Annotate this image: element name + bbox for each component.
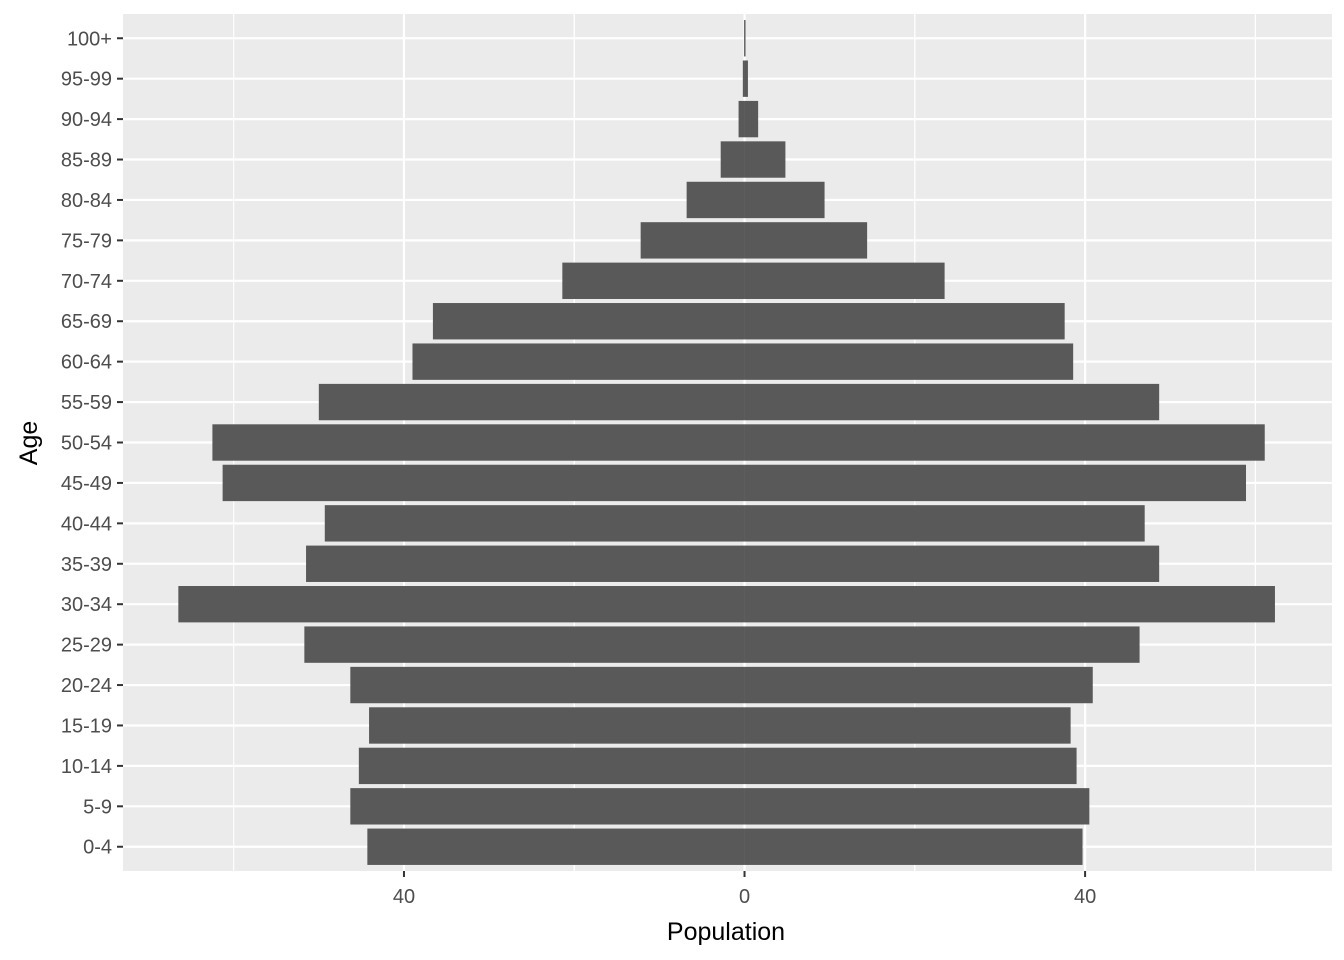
- bar-left-80-84: [686, 181, 745, 219]
- y-axis-title: Age: [15, 421, 43, 465]
- y-tick-label: 70-74: [61, 271, 112, 293]
- bar-right-95-99: [744, 60, 748, 97]
- bar-right-50-54: [744, 424, 1265, 461]
- y-tick-label: 0-4: [83, 837, 112, 859]
- y-tick-label: 90-94: [61, 109, 112, 131]
- bar-left-30-34: [178, 586, 745, 623]
- bar-left-50-54: [212, 424, 745, 461]
- bar-right-70-74: [744, 262, 945, 299]
- bar-right-10-14: [744, 747, 1077, 785]
- y-tick-label: 10-14: [61, 756, 112, 778]
- y-tick-label: 50-54: [61, 433, 112, 455]
- bar-right-45-49: [744, 464, 1247, 502]
- x-axis-title: Population: [667, 918, 785, 946]
- bar-right-20-24: [744, 666, 1093, 704]
- bar-right-65-69: [744, 303, 1065, 340]
- x-tick-label: 40: [1074, 886, 1096, 908]
- bar-left-95-99: [742, 60, 745, 97]
- x-tick-label: 0: [739, 886, 750, 908]
- bar-right-0-4: [744, 828, 1083, 865]
- y-tick-label: 100+: [67, 28, 112, 50]
- bar-left-70-74: [562, 262, 745, 299]
- bar-left-85-89: [720, 141, 745, 178]
- bar-right-100+: [744, 20, 746, 57]
- bar-left-35-39: [306, 545, 745, 582]
- x-tick-label: 40: [393, 886, 415, 908]
- bar-left-5-9: [350, 788, 745, 825]
- y-tick-label: 45-49: [61, 473, 112, 495]
- bar-left-15-19: [369, 707, 745, 744]
- y-tick-label: 55-59: [61, 392, 112, 414]
- bar-left-10-14: [358, 747, 745, 785]
- y-tick-label: 25-29: [61, 635, 112, 657]
- y-tick-label: 40-44: [61, 513, 112, 535]
- bar-left-60-64: [412, 343, 745, 380]
- bar-right-5-9: [744, 788, 1090, 825]
- y-tick-label: 85-89: [61, 150, 112, 172]
- y-tick-label: 65-69: [61, 311, 112, 333]
- bar-right-40-44: [744, 505, 1145, 542]
- bar-right-55-59: [744, 383, 1160, 421]
- y-tick-label: 20-24: [61, 675, 112, 697]
- bar-left-20-24: [350, 666, 745, 704]
- bar-left-25-29: [304, 626, 745, 663]
- bar-right-15-19: [744, 707, 1071, 744]
- y-tick-label: 80-84: [61, 190, 112, 212]
- x-axis: 40 0 40: [393, 871, 1096, 908]
- bar-right-80-84: [744, 181, 825, 219]
- bar-left-55-59: [318, 383, 745, 421]
- y-tick-label: 60-64: [61, 352, 112, 374]
- bar-right-35-39: [744, 545, 1160, 582]
- bar-left-40-44: [324, 505, 745, 542]
- bar-left-65-69: [432, 303, 745, 340]
- bar-right-75-79: [744, 222, 868, 259]
- y-tick-label: 30-34: [61, 594, 112, 616]
- bars: [178, 20, 1275, 865]
- y-tick-label: 15-19: [61, 715, 112, 737]
- y-tick-label: 95-99: [61, 69, 112, 91]
- bar-right-60-64: [744, 343, 1074, 380]
- bar-left-75-79: [640, 222, 745, 259]
- y-tick-label: 75-79: [61, 230, 112, 252]
- bar-left-90-94: [738, 100, 745, 138]
- bar-right-85-89: [744, 141, 786, 178]
- y-axis: 0-4 5-9 10-14 15-19 20-24 25-29 30-34 35-39 40-4…: [61, 28, 123, 859]
- bar-right-90-94: [744, 100, 759, 138]
- y-tick-label: 35-39: [61, 554, 112, 576]
- bar-right-25-29: [744, 626, 1140, 663]
- bar-left-45-49: [222, 464, 745, 502]
- y-tick-label: 5-9: [83, 796, 112, 818]
- bar-right-30-34: [744, 586, 1275, 623]
- bar-left-0-4: [367, 828, 745, 865]
